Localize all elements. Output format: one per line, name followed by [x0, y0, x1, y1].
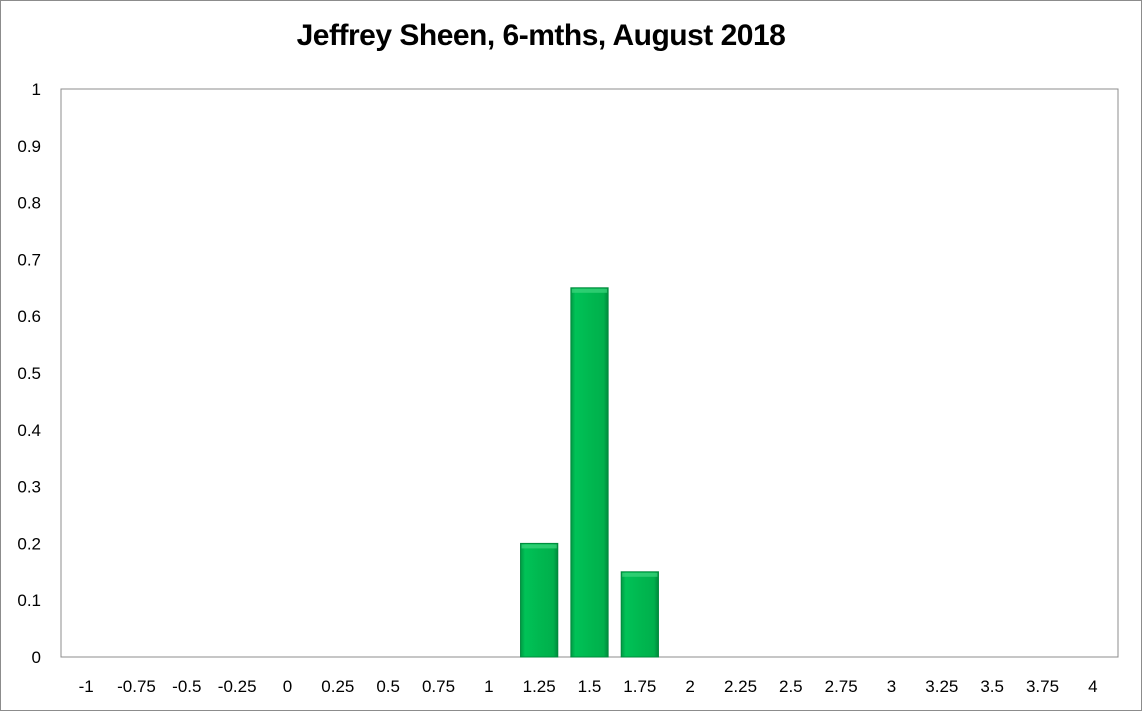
x-tick-label: 0.25: [321, 677, 354, 696]
bar-top-highlight: [521, 544, 557, 549]
chart-title: Jeffrey Sheen, 6-mths, August 2018: [296, 19, 786, 52]
y-tick-label: 0.2: [17, 534, 41, 553]
x-tick-label: 4: [1088, 677, 1097, 696]
x-tick-label: -0.75: [117, 677, 156, 696]
x-tick-label: 1: [484, 677, 493, 696]
y-tick-label: 0.4: [17, 421, 41, 440]
x-tick-label: 3.25: [925, 677, 958, 696]
x-tick-label: 0: [283, 677, 292, 696]
y-tick-label: 0.7: [17, 250, 41, 269]
x-tick-label: 3.75: [1026, 677, 1059, 696]
y-axis: 0 0.1 0.2 0.3 0.4 0.5 0.6 0.7 0.8 0.9 1: [17, 80, 41, 667]
y-tick-label: 0: [32, 648, 41, 667]
x-tick-label: -1: [79, 677, 94, 696]
x-tick-label: 3.5: [980, 677, 1004, 696]
x-tick-label: 1.75: [623, 677, 656, 696]
bar-top-highlight: [571, 288, 608, 293]
x-tick-label: -0.5: [172, 677, 201, 696]
bar: [620, 571, 659, 658]
x-tick-label: 2: [685, 677, 694, 696]
y-tick-label: 0.5: [17, 364, 41, 383]
bar: [520, 542, 559, 658]
x-tick-label: -0.25: [218, 677, 257, 696]
y-tick-label: 0.9: [17, 137, 41, 156]
bar: [570, 287, 609, 658]
x-tick-label: 3: [887, 677, 896, 696]
x-tick-label: 1.25: [523, 677, 556, 696]
y-tick-label: 0.8: [17, 194, 41, 213]
x-tick-label: 1.5: [578, 677, 602, 696]
x-tick-label: 2.75: [825, 677, 858, 696]
y-tick-label: 0.1: [17, 591, 41, 610]
y-tick-label: 0.3: [17, 478, 41, 497]
x-tick-label: 0.5: [376, 677, 400, 696]
bar-top-highlight: [622, 572, 658, 577]
x-tick-label: 2.25: [724, 677, 757, 696]
y-tick-label: 1: [32, 80, 41, 99]
y-tick-label: 0.6: [17, 307, 41, 326]
x-tick-label: 2.5: [779, 677, 803, 696]
bar-series: [520, 287, 659, 658]
x-tick-label: 0.75: [422, 677, 455, 696]
x-axis: -1 -0.75 -0.5 -0.25 0 0.25 0.5 0.75 1 1.25 1.5 1.75…: [79, 677, 1098, 696]
